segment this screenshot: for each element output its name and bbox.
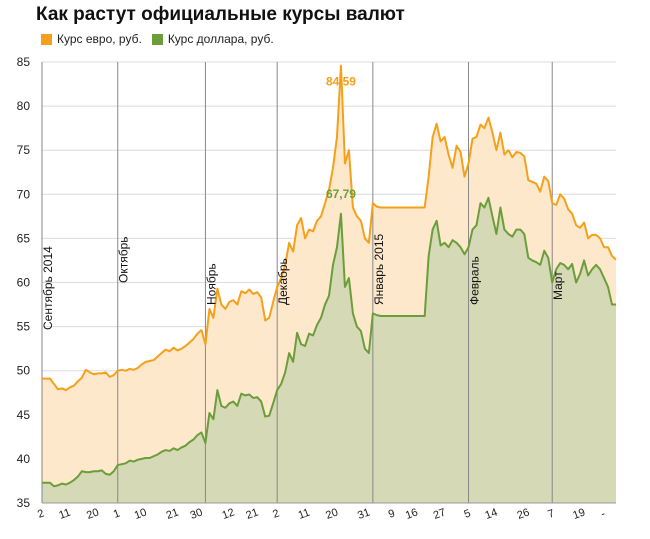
y-tick-label: 35 — [17, 496, 31, 510]
y-tick-label: 40 — [17, 452, 31, 466]
month-label: Сентябрь 2014 — [41, 246, 55, 330]
legend-label-dollar: Курс доллара, руб. — [167, 32, 274, 46]
x-tick-label: 31 — [356, 506, 372, 521]
x-tick-label: 21 — [165, 506, 181, 521]
x-tick-label: 9 — [387, 507, 397, 520]
x-tick-label: 19 — [571, 506, 587, 521]
x-tick-label: 11 — [297, 507, 312, 522]
month-label: Январь 2015 — [372, 234, 386, 305]
line-euro — [42, 64, 617, 392]
chart-title: Как растут официальные курсы валют — [36, 4, 405, 25]
y-tick-label: 85 — [17, 55, 31, 69]
x-tick-label: 20 — [85, 506, 101, 521]
x-tick-label: 11 — [57, 507, 72, 522]
x-tick-label: 2 — [36, 507, 46, 520]
legend-item-euro[interactable]: Курс евро, руб. — [41, 32, 142, 46]
month-label: Октябрь — [117, 236, 131, 283]
peak-label-euro: 84,59 — [326, 75, 356, 89]
y-tick-label: 60 — [17, 276, 31, 290]
x-tick-label: 2 — [271, 507, 281, 520]
x-tick-label: 14 — [484, 506, 500, 521]
y-tick-label: 50 — [17, 364, 31, 378]
y-tick-label: 45 — [17, 408, 31, 422]
y-tick-label: 55 — [17, 320, 31, 334]
x-tick-label: 26 — [515, 506, 531, 521]
legend-item-dollar[interactable]: Курс доллара, руб. — [151, 32, 274, 46]
line-dollar — [42, 196, 616, 488]
month-label: Ноябрь — [204, 263, 218, 305]
month-label: Март — [551, 271, 565, 300]
x-tick-label: 12 — [221, 506, 237, 521]
y-tick-label: 65 — [17, 231, 31, 245]
x-tick-label: 20 — [324, 506, 340, 521]
area-dollar — [42, 197, 616, 503]
y-tick-label: 75 — [17, 143, 31, 157]
month-label: Февраль — [468, 256, 482, 305]
x-tick-label: 27 — [432, 506, 448, 521]
x-tick-label: 30 — [189, 506, 205, 521]
peak-label-dollar: 67,79 — [326, 187, 356, 201]
legend: Курс евро, руб. Курс доллара, руб. — [41, 32, 284, 46]
legend-swatch-euro — [41, 33, 52, 45]
x-tick-label: 21 — [244, 506, 260, 521]
month-label: Декабрь — [276, 258, 290, 305]
x-tick-label: 7 — [546, 507, 556, 520]
x-tick-label: - — [599, 508, 607, 521]
y-tick-label: 80 — [17, 99, 31, 113]
x-tick-label: 1 — [112, 507, 122, 520]
x-tick-label: 10 — [133, 506, 149, 521]
x-tick-label: 5 — [463, 507, 473, 520]
legend-swatch-dollar — [151, 33, 163, 45]
legend-label-euro: Курс евро, руб. — [57, 32, 142, 46]
x-tick-label: 16 — [404, 506, 420, 521]
y-tick-label: 70 — [17, 187, 31, 201]
